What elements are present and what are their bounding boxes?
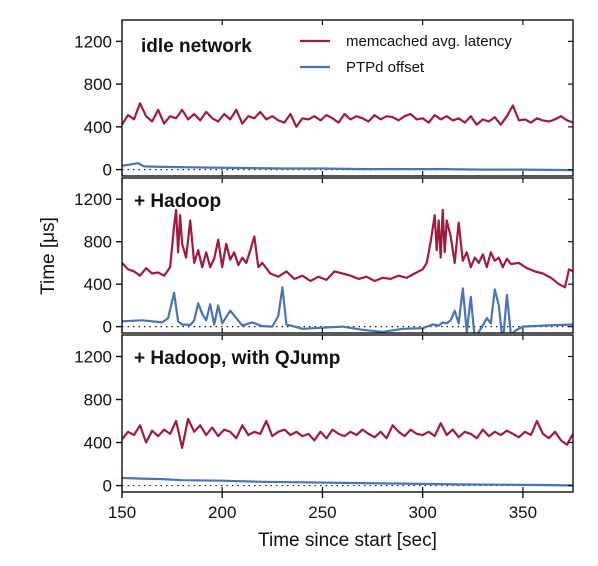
panel-3: 0 400 800 1200 + Hadoop, with QJump [74, 334, 574, 496]
panel-frame [121, 19, 574, 177]
memcached-latency-line [122, 208, 573, 289]
y-tick-label: 800 [84, 391, 112, 410]
y-tick-label: 0 [103, 477, 112, 496]
y-tick-label: 400 [84, 118, 112, 137]
legend-label: memcached avg. latency [346, 33, 512, 50]
panel-title: + Hadoop [134, 191, 221, 212]
legend-ptpd: PTPd offset [300, 59, 425, 76]
ptpd-offset-line [122, 476, 573, 487]
y-tick-label: 800 [84, 233, 112, 252]
panel-title: + Hadoop, with QJump [134, 348, 340, 369]
y-tick-label: 0 [103, 318, 112, 337]
panel-2: 0 400 800 1200 + Hadoop [74, 177, 574, 337]
y-axis-label: Time [μs] [38, 217, 59, 295]
panel-title: idle network [141, 36, 252, 57]
y-tick-label: 1200 [74, 348, 112, 367]
panels: 0 400 800 1200 idle network 0 400 800 1200 + Hado… [74, 19, 574, 496]
panel-frame [121, 177, 574, 334]
y-tick-label: 400 [84, 275, 112, 294]
y-tick-label: 0 [103, 161, 112, 180]
y-tick-label: 800 [84, 75, 112, 94]
ptpd-offset-line [122, 162, 573, 172]
x-tick-label: 300 [408, 503, 436, 522]
x-tick-label: 250 [308, 503, 336, 522]
ptpd-offset-line [122, 286, 573, 333]
x-axis-ticks: 150 200 250 300 350 [108, 492, 537, 522]
panel-frame [121, 334, 574, 493]
y-tick-label: 400 [84, 434, 112, 453]
legend-label: PTPd offset [346, 59, 425, 76]
x-tick-label: 150 [108, 503, 136, 522]
panel-1: 0 400 800 1200 idle network [74, 19, 574, 180]
memcached-latency-line [122, 102, 573, 128]
legend-memcached: memcached avg. latency [300, 33, 512, 50]
x-tick-label: 200 [208, 503, 236, 522]
y-tick-label: 1200 [74, 190, 112, 209]
y-tick-label: 1200 [74, 32, 112, 51]
legend: memcached avg. latency PTPd offset [300, 33, 512, 76]
memcached-latency-line [122, 417, 573, 449]
x-axis-label: Time since start [sec] [258, 530, 437, 551]
x-tick-label: 350 [509, 503, 537, 522]
